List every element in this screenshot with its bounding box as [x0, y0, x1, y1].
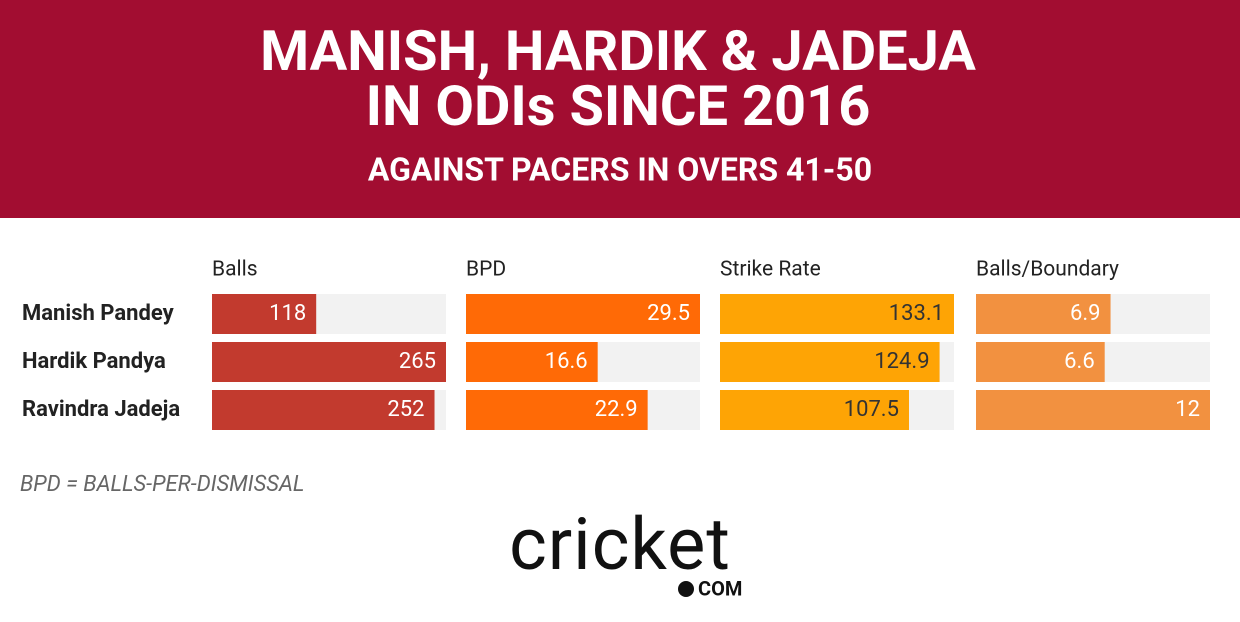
bar: [466, 294, 700, 334]
logo: cricket: [509, 502, 731, 587]
value-label: 252: [387, 397, 424, 422]
bar: [212, 390, 435, 430]
bar: [720, 390, 909, 430]
bar: [720, 342, 940, 382]
header-band: [0, 0, 1240, 218]
series-header: Balls: [212, 258, 258, 282]
bar: [976, 342, 1105, 382]
bar: [720, 294, 954, 334]
category-label: Ravindra Jadeja: [22, 397, 180, 422]
note: BPD = BALLS-PER-DISMISSAL: [20, 472, 304, 497]
bar: [212, 342, 446, 382]
logo-domain: COM: [698, 576, 742, 600]
value-label: 133.1: [889, 301, 944, 326]
value-label: 22.9: [595, 397, 638, 422]
category-label: Hardik Pandya: [22, 349, 166, 374]
series-header: BPD: [466, 258, 506, 282]
value-label: 118: [269, 301, 306, 326]
bar: [212, 294, 317, 334]
category-label: Manish Pandey: [22, 301, 175, 326]
series-header: Strike Rate: [720, 258, 821, 282]
value-label: 6.6: [1064, 349, 1095, 374]
series-header: Balls/Boundary: [976, 258, 1119, 282]
title-line: MANISH, HARDIK & JADEJA: [260, 18, 976, 84]
value-label: 124.9: [874, 349, 929, 374]
value-label: 16.6: [545, 349, 588, 374]
logo-dot: [678, 581, 694, 597]
title-line: IN ODIs SINCE 2016: [366, 73, 871, 139]
value-label: 6.9: [1070, 301, 1101, 326]
value-label: 29.5: [647, 301, 690, 326]
bar: [976, 390, 1210, 430]
value-label: 12: [1175, 397, 1200, 422]
bar: [466, 342, 598, 382]
value-label: 107.5: [844, 397, 899, 422]
value-label: 265: [399, 349, 436, 374]
bar: [466, 390, 648, 430]
subtitle: AGAINST PACERS IN OVERS 41-50: [368, 150, 872, 188]
bar: [976, 294, 1111, 334]
